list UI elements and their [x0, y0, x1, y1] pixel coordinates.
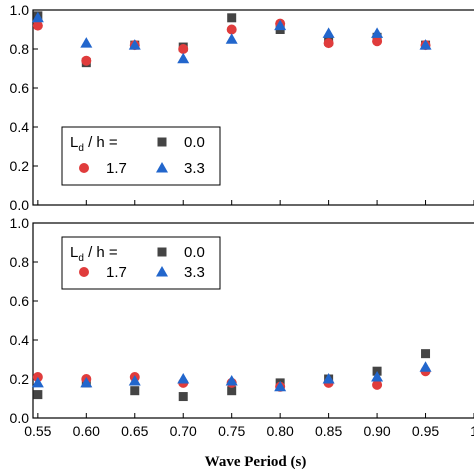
- y-tick-label: 1.0: [10, 215, 30, 231]
- point-square: [130, 386, 140, 396]
- point-circle: [81, 55, 92, 66]
- point-triangle: [371, 27, 384, 38]
- legend-entry-label: 3.3: [184, 160, 205, 177]
- y-tick-label: 0.8: [10, 254, 30, 270]
- legend: Ld / h = 0.0 1.7 3.3: [61, 126, 221, 186]
- legend-entry-label: 0.0: [184, 244, 205, 261]
- y-tick-label: 0.6: [10, 293, 30, 309]
- x-tick-label: 0.60: [73, 423, 100, 439]
- x-tick-label: 0.90: [363, 423, 390, 439]
- point-triangle: [177, 52, 190, 64]
- y-tick-label: 1.0: [10, 2, 30, 18]
- legend-entry-label: 1.7: [106, 264, 127, 281]
- y-tick-label: 0.4: [10, 119, 30, 135]
- y-tick-label: 0.0: [10, 197, 30, 213]
- point-triangle: [225, 33, 238, 44]
- point-square: [227, 13, 237, 23]
- point-triangle: [322, 27, 335, 38]
- legend-box: [61, 236, 221, 290]
- y-tick-label: 0.4: [10, 332, 30, 348]
- legend-marker-circle: [79, 163, 89, 173]
- point-circle: [372, 379, 383, 390]
- point-circle: [226, 24, 237, 35]
- point-triangle: [419, 361, 432, 372]
- legend-box: [61, 126, 221, 186]
- legend-marker-circle: [79, 267, 89, 277]
- point-triangle: [225, 374, 238, 386]
- legend-marker-square: [157, 247, 167, 257]
- legend-title: Ld / h =: [70, 244, 118, 264]
- point-triangle: [80, 376, 93, 388]
- point-triangle: [274, 380, 287, 392]
- legend-entry-label: 3.3: [184, 264, 205, 281]
- x-axis-title: Wave Period (s): [205, 454, 307, 470]
- plot-frame: [32, 9, 474, 206]
- y-tick-label: 0.6: [10, 80, 30, 96]
- point-square: [178, 392, 188, 402]
- point-circle: [372, 36, 383, 47]
- x-tick-label: 0.85: [315, 423, 342, 439]
- legend-marker-triangle: [156, 266, 168, 277]
- x-tick-label: 0.65: [121, 423, 148, 439]
- point-square: [421, 349, 431, 359]
- point-triangle: [31, 11, 44, 23]
- point-circle: [323, 38, 334, 49]
- x-tick-label: 1: [470, 423, 474, 439]
- y-tick-label: 0.0: [10, 410, 30, 426]
- legend-entry-label: 1.7: [106, 160, 127, 177]
- legend-title: Ld / h =: [70, 134, 118, 154]
- y-tick-label: 0.8: [10, 41, 30, 57]
- point-triangle: [371, 371, 384, 382]
- point-triangle: [128, 374, 141, 386]
- panel-bottom: 0.0 0.2 0.4 0.6 0.8 1.0 0.55 0.60 0.65 0.70 0.75 0.…: [10, 215, 474, 470]
- point-circle: [178, 44, 189, 54]
- point-circle: [32, 20, 43, 31]
- point-triangle: [80, 37, 93, 48]
- x-tick-label: 0.80: [267, 423, 294, 439]
- y-tick-label: 0.2: [10, 158, 30, 174]
- plot-frame: [32, 222, 474, 419]
- x-tick-label: 0.70: [170, 423, 197, 439]
- y-tick-label: 0.2: [10, 371, 30, 387]
- legend-marker-triangle: [156, 162, 168, 173]
- point-triangle: [177, 373, 190, 384]
- legend-entry-label: 0.0: [184, 134, 205, 151]
- legend-marker-square: [157, 137, 167, 147]
- x-tick-label: 0.95: [412, 423, 439, 439]
- x-tick-label: 0.55: [24, 423, 51, 439]
- point-triangle: [31, 376, 44, 388]
- legend: Ld / h = 0.0 1.7 3.3: [61, 236, 221, 290]
- x-tick-label: 0.75: [218, 423, 245, 439]
- point-triangle: [128, 39, 141, 50]
- point-square: [227, 386, 237, 396]
- panel-top: 0.0 0.2 0.4 0.6 0.8 1.0 Ld / h = 0.0 1.7 3.3: [10, 2, 474, 213]
- point-triangle: [419, 39, 432, 50]
- point-square: [33, 390, 43, 400]
- point-triangle: [322, 373, 335, 384]
- point-triangle: [274, 19, 287, 31]
